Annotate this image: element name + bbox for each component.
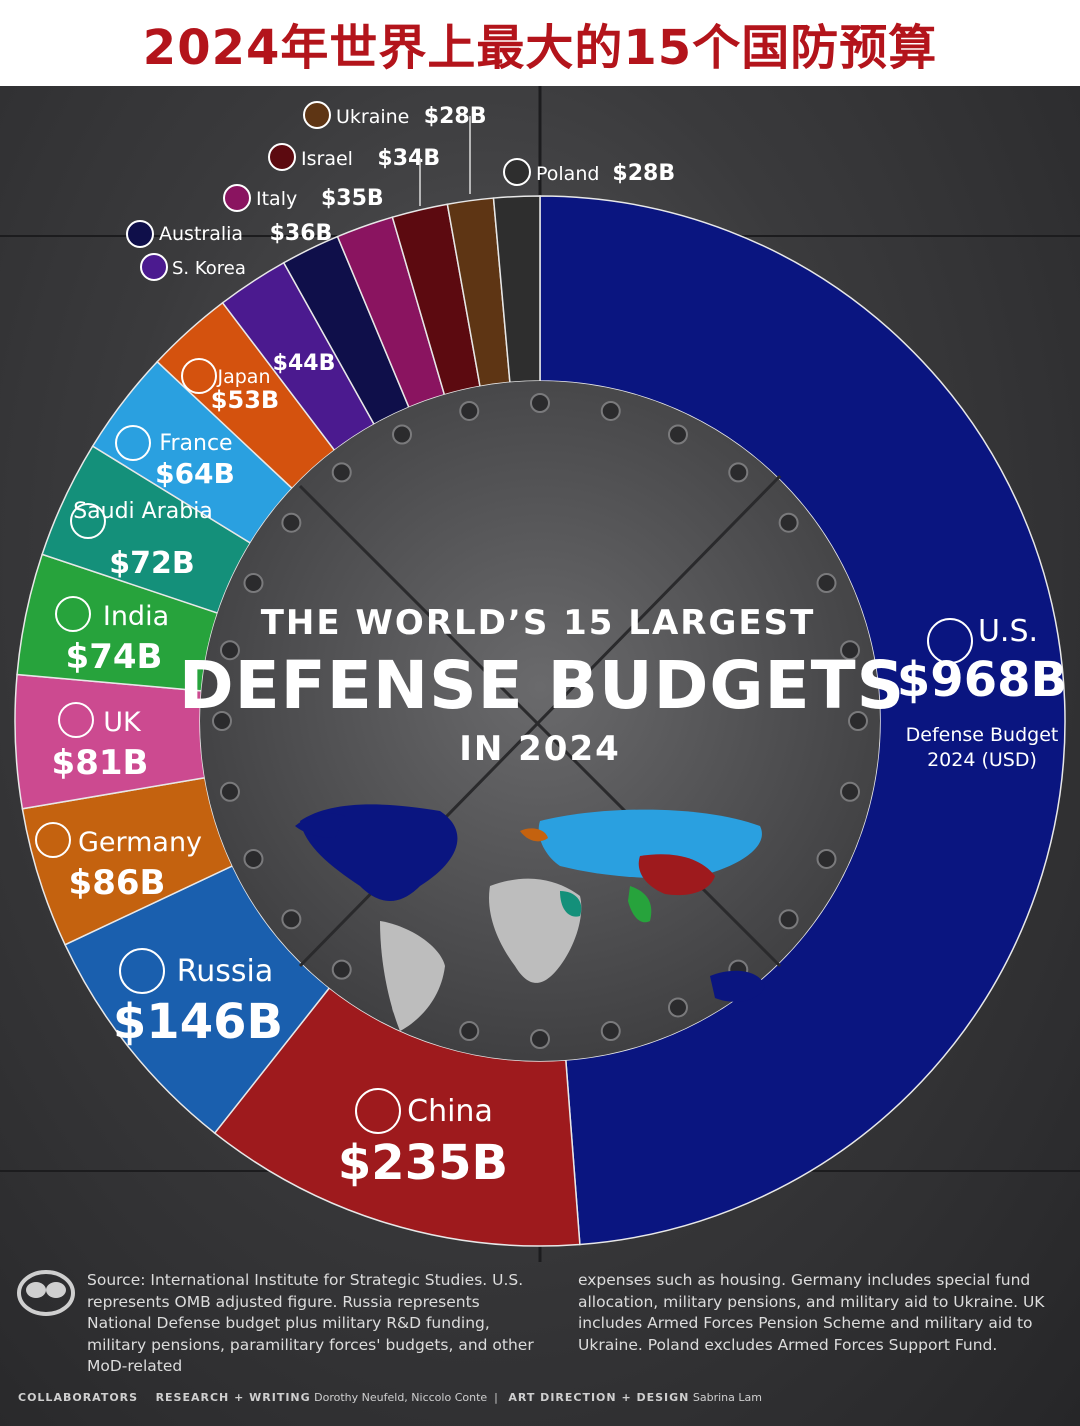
center-rivets xyxy=(212,393,868,1049)
rivet xyxy=(600,1021,621,1042)
slice-label-japan: Japan xyxy=(217,366,271,388)
collaborators-logo-icon xyxy=(17,1270,75,1316)
flag-s-korea-icon xyxy=(140,253,168,281)
rivet xyxy=(219,781,240,802)
slice-label-saudi-arabia: Saudi Arabia xyxy=(73,499,213,524)
slice-value-ukraine: $28B xyxy=(424,104,487,129)
rivet xyxy=(848,711,868,731)
slice-value-uk: $81B xyxy=(52,743,149,783)
footer xyxy=(0,1262,1080,1426)
rivet xyxy=(840,640,861,661)
rivet xyxy=(667,424,688,445)
slice-value-u-s: $968B xyxy=(897,652,1067,708)
slice-value-france: $64B xyxy=(155,457,235,490)
us-caption-line2: 2024 (USD) xyxy=(927,749,1037,771)
rivet xyxy=(243,573,264,594)
slice-label-india: India xyxy=(103,601,169,632)
rivet xyxy=(243,848,264,869)
art-label: ART DIRECTION + DESIGN xyxy=(508,1391,690,1404)
slice-value-germany: $86B xyxy=(69,863,166,903)
slice-label-australia: Australia xyxy=(159,223,243,245)
slice-label-russia: Russia xyxy=(177,954,274,989)
slice-label-ukraine: Ukraine xyxy=(336,106,409,128)
slice-label-s-korea: S. Korea xyxy=(172,258,246,279)
slice-value-saudi-arabia: $72B xyxy=(109,546,195,581)
research-label: RESEARCH + WRITING xyxy=(155,1391,311,1404)
slice-labels: U.S.$968B China $235B Russia $146B Germany $86… xyxy=(35,101,1067,1191)
center-title-line2: DEFENSE BUDGETS xyxy=(179,647,905,724)
slice-label-u-s: U.S. xyxy=(978,614,1038,649)
rivet xyxy=(530,393,550,413)
rivet xyxy=(331,959,352,980)
donut-chart: THE WORLD’S 15 LARGEST DEFENSE BUDGETS I… xyxy=(0,86,1080,1262)
page-title: 2024年世界上最大的15个国防预算 xyxy=(142,20,938,76)
slice-label-uk: UK xyxy=(103,707,142,738)
rivet xyxy=(219,640,240,661)
flag-poland-icon xyxy=(503,158,531,186)
center-title-line3: IN 2024 xyxy=(459,729,621,769)
slice-value-australia: $36B xyxy=(270,221,333,246)
flag-u-s-icon xyxy=(927,618,973,664)
rivet xyxy=(667,997,688,1018)
slice-label-china: China xyxy=(407,1094,493,1129)
credits: COLLABORATORS RESEARCH + WRITING Dorothy… xyxy=(18,1391,762,1404)
rivet xyxy=(728,462,749,483)
rivet xyxy=(600,400,621,421)
slice-label-germany: Germany xyxy=(78,827,202,858)
rivet xyxy=(778,512,799,533)
flag-germany-icon xyxy=(35,822,71,858)
rivet xyxy=(530,1029,550,1049)
us-caption-line1: Defense Budget xyxy=(906,724,1059,746)
slice-value-india: $74B xyxy=(66,637,163,677)
slice-value-israel: $34B xyxy=(377,146,440,171)
center-title-line1: THE WORLD’S 15 LARGEST xyxy=(261,603,816,643)
source-note-left: Source: International Institute for Stra… xyxy=(87,1271,534,1375)
slice-label-italy: Italy xyxy=(256,188,297,210)
collaborators-label: COLLABORATORS xyxy=(18,1391,139,1404)
flag-israel-icon xyxy=(268,143,296,171)
flag-ukraine-icon xyxy=(303,101,331,129)
header-banner: 2024年世界上最大的15个国防预算 xyxy=(0,0,1080,86)
rivet xyxy=(212,711,232,731)
research-names: Dorothy Neufeld, Niccolo Conte xyxy=(314,1391,488,1404)
flag-australia-icon xyxy=(126,220,154,248)
leader-lines xyxy=(419,116,471,206)
slice-value-japan: $53B xyxy=(211,386,279,414)
slice-label-poland: Poland xyxy=(536,163,599,185)
rivet xyxy=(459,400,480,421)
rivet xyxy=(778,909,799,930)
slice-value-russia: $146B xyxy=(113,994,283,1050)
rivet xyxy=(281,512,302,533)
flag-russia-icon xyxy=(119,948,165,994)
us-caption: Defense Budget 2024 (USD) xyxy=(906,724,1059,771)
slice-value-italy: $35B xyxy=(321,186,384,211)
slice-value-s-korea: $44B xyxy=(273,351,336,376)
rivet xyxy=(459,1021,480,1042)
flag-saudi-arabia-icon xyxy=(70,503,106,539)
center-title: THE WORLD’S 15 LARGEST DEFENSE BUDGETS I… xyxy=(179,603,905,769)
flag-japan-icon xyxy=(181,358,217,394)
slice-value-poland: $28B xyxy=(612,161,675,186)
world-map xyxy=(295,804,765,1031)
art-names: Sabrina Lam xyxy=(692,1391,762,1404)
rivet xyxy=(816,573,837,594)
source-note-right: expenses such as housing. Germany includ… xyxy=(578,1271,1045,1354)
rivet xyxy=(816,848,837,869)
slice-label-israel: Israel xyxy=(301,148,353,170)
flag-italy-icon xyxy=(223,184,251,212)
rivet xyxy=(281,909,302,930)
slice-label-france: France xyxy=(159,431,232,456)
flag-france-icon xyxy=(115,425,151,461)
flag-china-icon xyxy=(355,1088,401,1134)
flag-india-icon xyxy=(55,596,91,632)
rivet xyxy=(392,424,413,445)
rivet xyxy=(840,781,861,802)
rivet xyxy=(331,462,352,483)
slice-value-china: $235B xyxy=(338,1135,508,1191)
flag-uk-icon xyxy=(58,702,94,738)
